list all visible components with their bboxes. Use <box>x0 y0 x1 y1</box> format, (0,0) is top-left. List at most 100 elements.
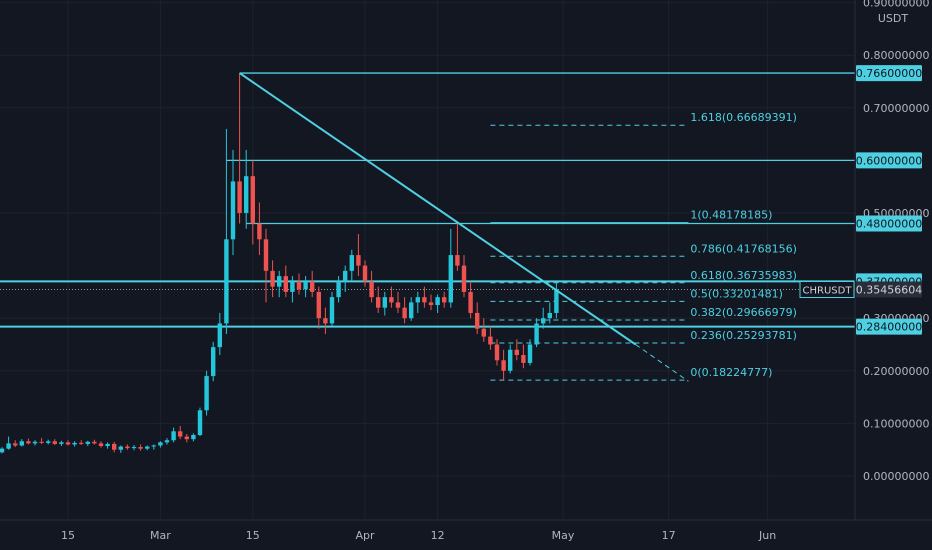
price-label-box <box>856 65 922 82</box>
candle-body <box>178 431 183 437</box>
candle-body <box>362 265 368 282</box>
candle-body <box>151 445 156 447</box>
candle-body <box>270 270 275 287</box>
price-label-box <box>856 152 922 169</box>
currency-label: USDT <box>878 12 909 25</box>
candle-body <box>508 349 513 371</box>
candle-body <box>488 336 493 345</box>
time-tick-label: 17 <box>662 529 676 542</box>
candle-body <box>554 289 559 313</box>
candle-body <box>329 297 335 324</box>
candle-body <box>46 441 51 443</box>
symbol-label: CHRUSDT <box>803 285 853 296</box>
candle-body <box>13 443 18 446</box>
candle-body <box>277 276 282 287</box>
candle-body <box>211 347 216 377</box>
candle-body <box>534 323 539 345</box>
time-tick-label: May <box>552 529 575 542</box>
candle-body <box>323 318 328 324</box>
candle-body <box>118 446 123 450</box>
candle-body <box>310 281 315 292</box>
candle-body <box>514 349 519 356</box>
price-label: 0.28400000 <box>856 321 922 334</box>
candle-body <box>230 181 236 240</box>
price-label: 0.48000000 <box>856 218 922 231</box>
candle-body <box>428 302 434 306</box>
candle-body <box>204 376 209 411</box>
trendline-solid[interactable] <box>239 72 637 346</box>
candle-body <box>402 307 407 319</box>
last-price-box <box>856 281 922 298</box>
price-label: 0.76600000 <box>856 67 922 80</box>
candle-body <box>237 181 242 213</box>
candle-body <box>257 223 262 240</box>
time-tick-label: Apr <box>355 529 375 542</box>
price-tick-label: 0.70000000 <box>863 102 929 115</box>
candle-body <box>112 443 117 450</box>
time-tick-label: 15 <box>246 529 260 542</box>
candle-body <box>395 302 401 308</box>
candle-body <box>475 312 480 329</box>
candle-body <box>389 297 394 303</box>
candle-body <box>131 447 137 449</box>
candle-body <box>105 443 110 447</box>
candle-body <box>442 297 447 303</box>
time-tick-label: Mar <box>150 529 171 542</box>
fib-level-label: 0(0.18224777) <box>690 366 772 379</box>
candle-body <box>85 441 90 444</box>
trendline[interactable] <box>239 72 689 382</box>
price-tick-label: 0.10000000 <box>863 417 929 430</box>
candle-body <box>39 441 44 443</box>
candle-body <box>171 431 176 441</box>
candle-body <box>197 410 203 435</box>
candle-body <box>250 176 255 224</box>
candle-body <box>303 281 308 290</box>
candle-body <box>336 281 341 298</box>
candle-body <box>316 291 321 319</box>
last-price-label: 0.35456604 <box>856 283 922 296</box>
price-tick-label: 0.00000000 <box>863 470 929 483</box>
candle-body <box>435 297 440 306</box>
candle-body <box>59 442 64 444</box>
candle-body <box>481 328 486 337</box>
candle-body <box>468 291 473 313</box>
candle-body <box>263 239 269 271</box>
candle-body <box>72 442 77 445</box>
candlestick-series <box>0 73 559 454</box>
candle-body <box>224 239 229 324</box>
candle-body <box>527 344 533 363</box>
candle-body <box>369 281 374 298</box>
candle-body <box>98 443 104 447</box>
candle-body <box>26 441 31 444</box>
fib-level-label: 0.236(0.25293781) <box>690 329 797 342</box>
time-tick-label: 15 <box>61 529 75 542</box>
candle-body <box>0 448 5 453</box>
fib-level-label: 0.786(0.41768156) <box>690 242 797 255</box>
candle-body <box>494 344 500 361</box>
time-axis[interactable]: 15 Mar 15 Apr 12 May 17 Jun <box>61 529 776 542</box>
price-tick-label: 0.20000000 <box>863 365 929 378</box>
candle-body <box>244 176 249 213</box>
candle-body <box>52 441 57 444</box>
candle-body <box>521 355 526 363</box>
candle-body <box>343 270 348 282</box>
candle-body <box>422 297 427 303</box>
candle-body <box>191 434 196 440</box>
time-tick-label: Jun <box>758 529 776 542</box>
candle-body <box>382 297 387 308</box>
horizontal-lines[interactable] <box>0 72 855 328</box>
chart-grid <box>0 0 855 520</box>
fib-level-label: 1(0.48178185) <box>690 209 772 222</box>
fib-level-label: 0.382(0.29666979) <box>690 306 797 319</box>
fib-extension[interactable]: 1.618(0.66689391) 1(0.48178185) 0.786(0.41… <box>490 111 797 381</box>
candle-body <box>164 440 170 443</box>
candle-body <box>448 255 453 303</box>
candle-body <box>138 447 143 449</box>
price-labels: 0.766000000.600000000.480000000.37000000… <box>799 65 922 335</box>
candle-body <box>349 255 354 271</box>
candle-body <box>158 442 163 446</box>
candle-body <box>125 446 130 449</box>
fib-level-label: 1.618(0.66689391) <box>690 111 797 124</box>
